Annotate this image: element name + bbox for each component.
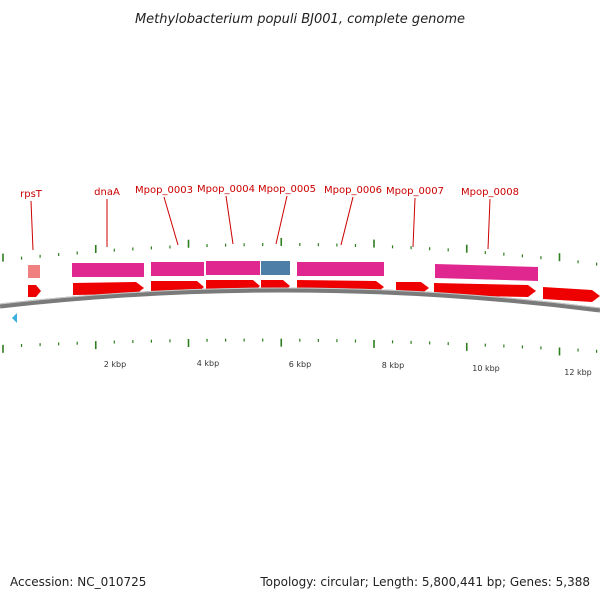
cds-arrow-mpop-0008[interactable]: [434, 283, 536, 297]
feature-rpsT[interactable]: [28, 265, 40, 278]
origin-marker-icon[interactable]: [12, 313, 17, 323]
feature-mpop-0005[interactable]: [261, 261, 290, 275]
feature-dnaA[interactable]: [72, 263, 144, 277]
label-mpop-0008[interactable]: Mpop_0008: [461, 187, 519, 198]
label-mpop-0007[interactable]: Mpop_0007: [386, 186, 444, 197]
label-dnaA[interactable]: dnaA: [94, 187, 120, 198]
outer-tick-marks: [2, 237, 598, 266]
feature-track: [28, 261, 538, 281]
label-mpop-0003[interactable]: Mpop_0003: [135, 185, 193, 196]
cds-arrow-dnaA[interactable]: [73, 282, 144, 295]
backbone-highlight: [0, 287, 600, 309]
feature-mpop-0006[interactable]: [297, 262, 384, 276]
gene-labels: rpsT dnaA Mpop_0003 Mpop_0004 Mpop_0005 …: [20, 184, 519, 251]
feature-mpop-0008[interactable]: [435, 264, 538, 281]
map-title: Methylobacterium populi BJ001, complete …: [135, 12, 465, 27]
inner-tick-marks: [2, 338, 598, 356]
scale-label-6kbp: 6 kbp: [289, 360, 311, 369]
scale-labels: 2 kbp 4 kbp 6 kbp 8 kbp 10 kbp 12 kbp: [104, 359, 592, 377]
scale-label-12kbp: 12 kbp: [564, 368, 592, 377]
label-mpop-0004[interactable]: Mpop_0004: [197, 184, 255, 195]
topology-text: Topology: circular; Length: 5,800,441 bp…: [259, 575, 590, 589]
genome-backbone: [0, 287, 600, 313]
leader-line-mpop-0007: [412, 197, 416, 248]
feature-mpop-0003[interactable]: [151, 262, 204, 276]
label-rpsT[interactable]: rpsT: [20, 189, 43, 200]
label-mpop-0005[interactable]: Mpop_0005: [258, 184, 316, 195]
accession-text: Accession: NC_010725: [10, 575, 146, 589]
leader-line-mpop-0006: [340, 196, 354, 246]
label-mpop-0006[interactable]: Mpop_0006: [324, 185, 382, 196]
leader-line-mpop-0003: [163, 196, 179, 246]
leader-line-mpop-0008: [487, 198, 491, 250]
scale-label-4kbp: 4 kbp: [197, 359, 219, 368]
scale-label-8kbp: 8 kbp: [382, 361, 404, 370]
leader-line-mpop-0005: [275, 195, 288, 245]
feature-mpop-0004[interactable]: [206, 261, 260, 275]
leader-line-mpop-0004: [225, 195, 234, 245]
cds-arrow-rpsT[interactable]: [28, 285, 41, 297]
scale-label-2kbp: 2 kbp: [104, 360, 126, 369]
cds-arrow-next[interactable]: [543, 287, 600, 302]
scale-label-10kbp: 10 kbp: [472, 364, 500, 373]
leader-line-rpsT: [30, 200, 34, 251]
